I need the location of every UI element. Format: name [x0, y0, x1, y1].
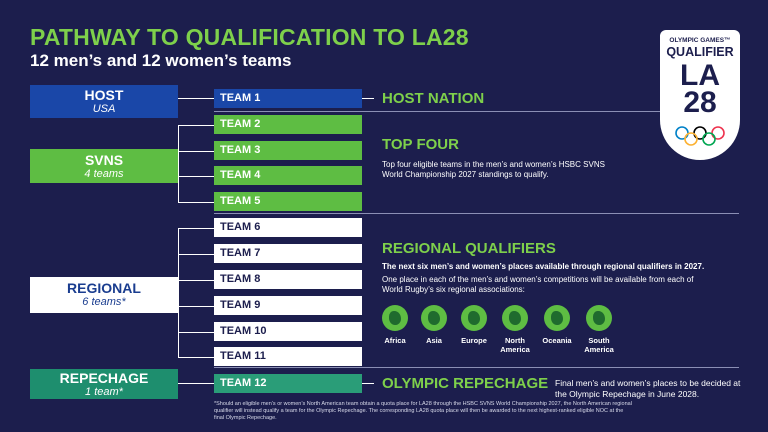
- top-four-heading: TOP FOUR: [382, 136, 459, 153]
- south-america-icon: [586, 305, 612, 331]
- connector-svns-trunk: [178, 125, 179, 202]
- footnote: *Should an eligible men’s or women’s Nor…: [214, 401, 632, 421]
- connector-regional-branch-8: [178, 280, 214, 281]
- repechage-heading: OLYMPIC REPECHAGE: [382, 375, 549, 392]
- connector-repechage: [178, 383, 214, 384]
- region-asia-label: Asia: [426, 336, 442, 345]
- team-9: TEAM 9: [214, 296, 362, 315]
- team-6: TEAM 6: [214, 218, 362, 237]
- source-svns: SVNS 4 teams: [30, 149, 178, 183]
- connector-regional-branch-10: [178, 332, 214, 333]
- source-host: HOST USA: [30, 85, 178, 118]
- region-africa-label: Africa: [384, 336, 406, 345]
- source-regional-name: REGIONAL: [67, 280, 141, 296]
- divider-regional: [214, 367, 739, 368]
- source-regional: REGIONAL 6 teams*: [30, 277, 178, 313]
- oceania-icon: [544, 305, 570, 331]
- africa-icon: [382, 305, 408, 331]
- source-repechage-name: REPECHAGE: [59, 370, 149, 386]
- team-10: TEAM 10: [214, 322, 362, 341]
- europe-icon: [461, 305, 487, 331]
- source-repechage-sub: 1 team*: [85, 386, 123, 398]
- regional-heading: REGIONAL QUALIFIERS: [382, 240, 556, 257]
- connector-regional-branch-9: [178, 306, 214, 307]
- page-title: PATHWAY TO QUALIFICATION TO LA28: [30, 24, 469, 50]
- connector-team1-arrow: [362, 98, 374, 99]
- connector-regional-branch-6: [178, 228, 214, 229]
- logo-main-text: QUALIFIER: [666, 45, 734, 59]
- host-nation-heading: HOST NATION: [382, 90, 485, 107]
- repechage-desc: Final men’s and women’s places to be dec…: [555, 378, 741, 399]
- region-south-america: South America: [578, 305, 620, 354]
- region-south-america-label: South America: [584, 336, 614, 354]
- top-four-desc: Top four eligible teams in the men’s and…: [382, 160, 605, 179]
- connector-team12-arrow: [362, 383, 374, 384]
- divider-host: [214, 111, 739, 112]
- team-12: TEAM 12: [214, 374, 362, 393]
- team-4: TEAM 4: [214, 166, 362, 185]
- region-europe-label: Europe: [461, 336, 487, 345]
- source-host-sub: USA: [92, 103, 116, 115]
- regional-desc: One place in each of the men’s and women…: [382, 275, 694, 294]
- region-oceania: Oceania: [536, 305, 578, 345]
- connector-svns-branch-3: [178, 151, 214, 152]
- region-north-america-label: North America: [500, 336, 530, 354]
- logo-top-text: OLYMPIC GAMES™: [669, 37, 731, 44]
- source-svns-name: SVNS: [84, 152, 124, 168]
- olympic-rings-icon: [675, 126, 725, 146]
- region-asia: Asia: [413, 305, 455, 345]
- region-north-america: North America: [494, 305, 536, 354]
- logo-la: LA: [680, 59, 720, 92]
- connector-svns-branch-5: [178, 202, 214, 203]
- source-repechage: REPECHAGE 1 team*: [30, 369, 178, 399]
- north-america-icon: [502, 305, 528, 331]
- source-regional-sub: 6 teams*: [82, 296, 126, 308]
- team-7: TEAM 7: [214, 244, 362, 263]
- team-2: TEAM 2: [214, 115, 362, 134]
- logo-28: 28: [683, 86, 717, 119]
- team-8: TEAM 8: [214, 270, 362, 289]
- connector-svns-branch-4: [178, 176, 214, 177]
- regional-desc-bold: The next six men’s and women’s places av…: [382, 262, 705, 271]
- region-africa: Africa: [374, 305, 416, 345]
- connector-host: [178, 98, 214, 99]
- team-5: TEAM 5: [214, 192, 362, 211]
- logo-la-text: LA 28: [660, 59, 740, 119]
- team-11: TEAM 11: [214, 347, 362, 366]
- asia-icon: [421, 305, 447, 331]
- team-3: TEAM 3: [214, 141, 362, 160]
- team-1: TEAM 1: [214, 89, 362, 108]
- region-oceania-label: Oceania: [542, 336, 572, 345]
- connector-regional-trunk: [178, 228, 179, 357]
- connector-svns-branch-2: [178, 125, 214, 126]
- connector-regional-branch-7: [178, 254, 214, 255]
- connector-regional-branch-11: [178, 357, 214, 358]
- divider-svns: [214, 213, 739, 214]
- region-europe: Europe: [453, 305, 495, 345]
- la28-qualifier-logo: OLYMPIC GAMES™ QUALIFIER LA 28: [660, 30, 740, 160]
- source-host-name: HOST: [84, 87, 124, 103]
- page-subtitle: 12 men’s and 12 women’s teams: [30, 51, 292, 70]
- source-svns-sub: 4 teams: [84, 168, 124, 180]
